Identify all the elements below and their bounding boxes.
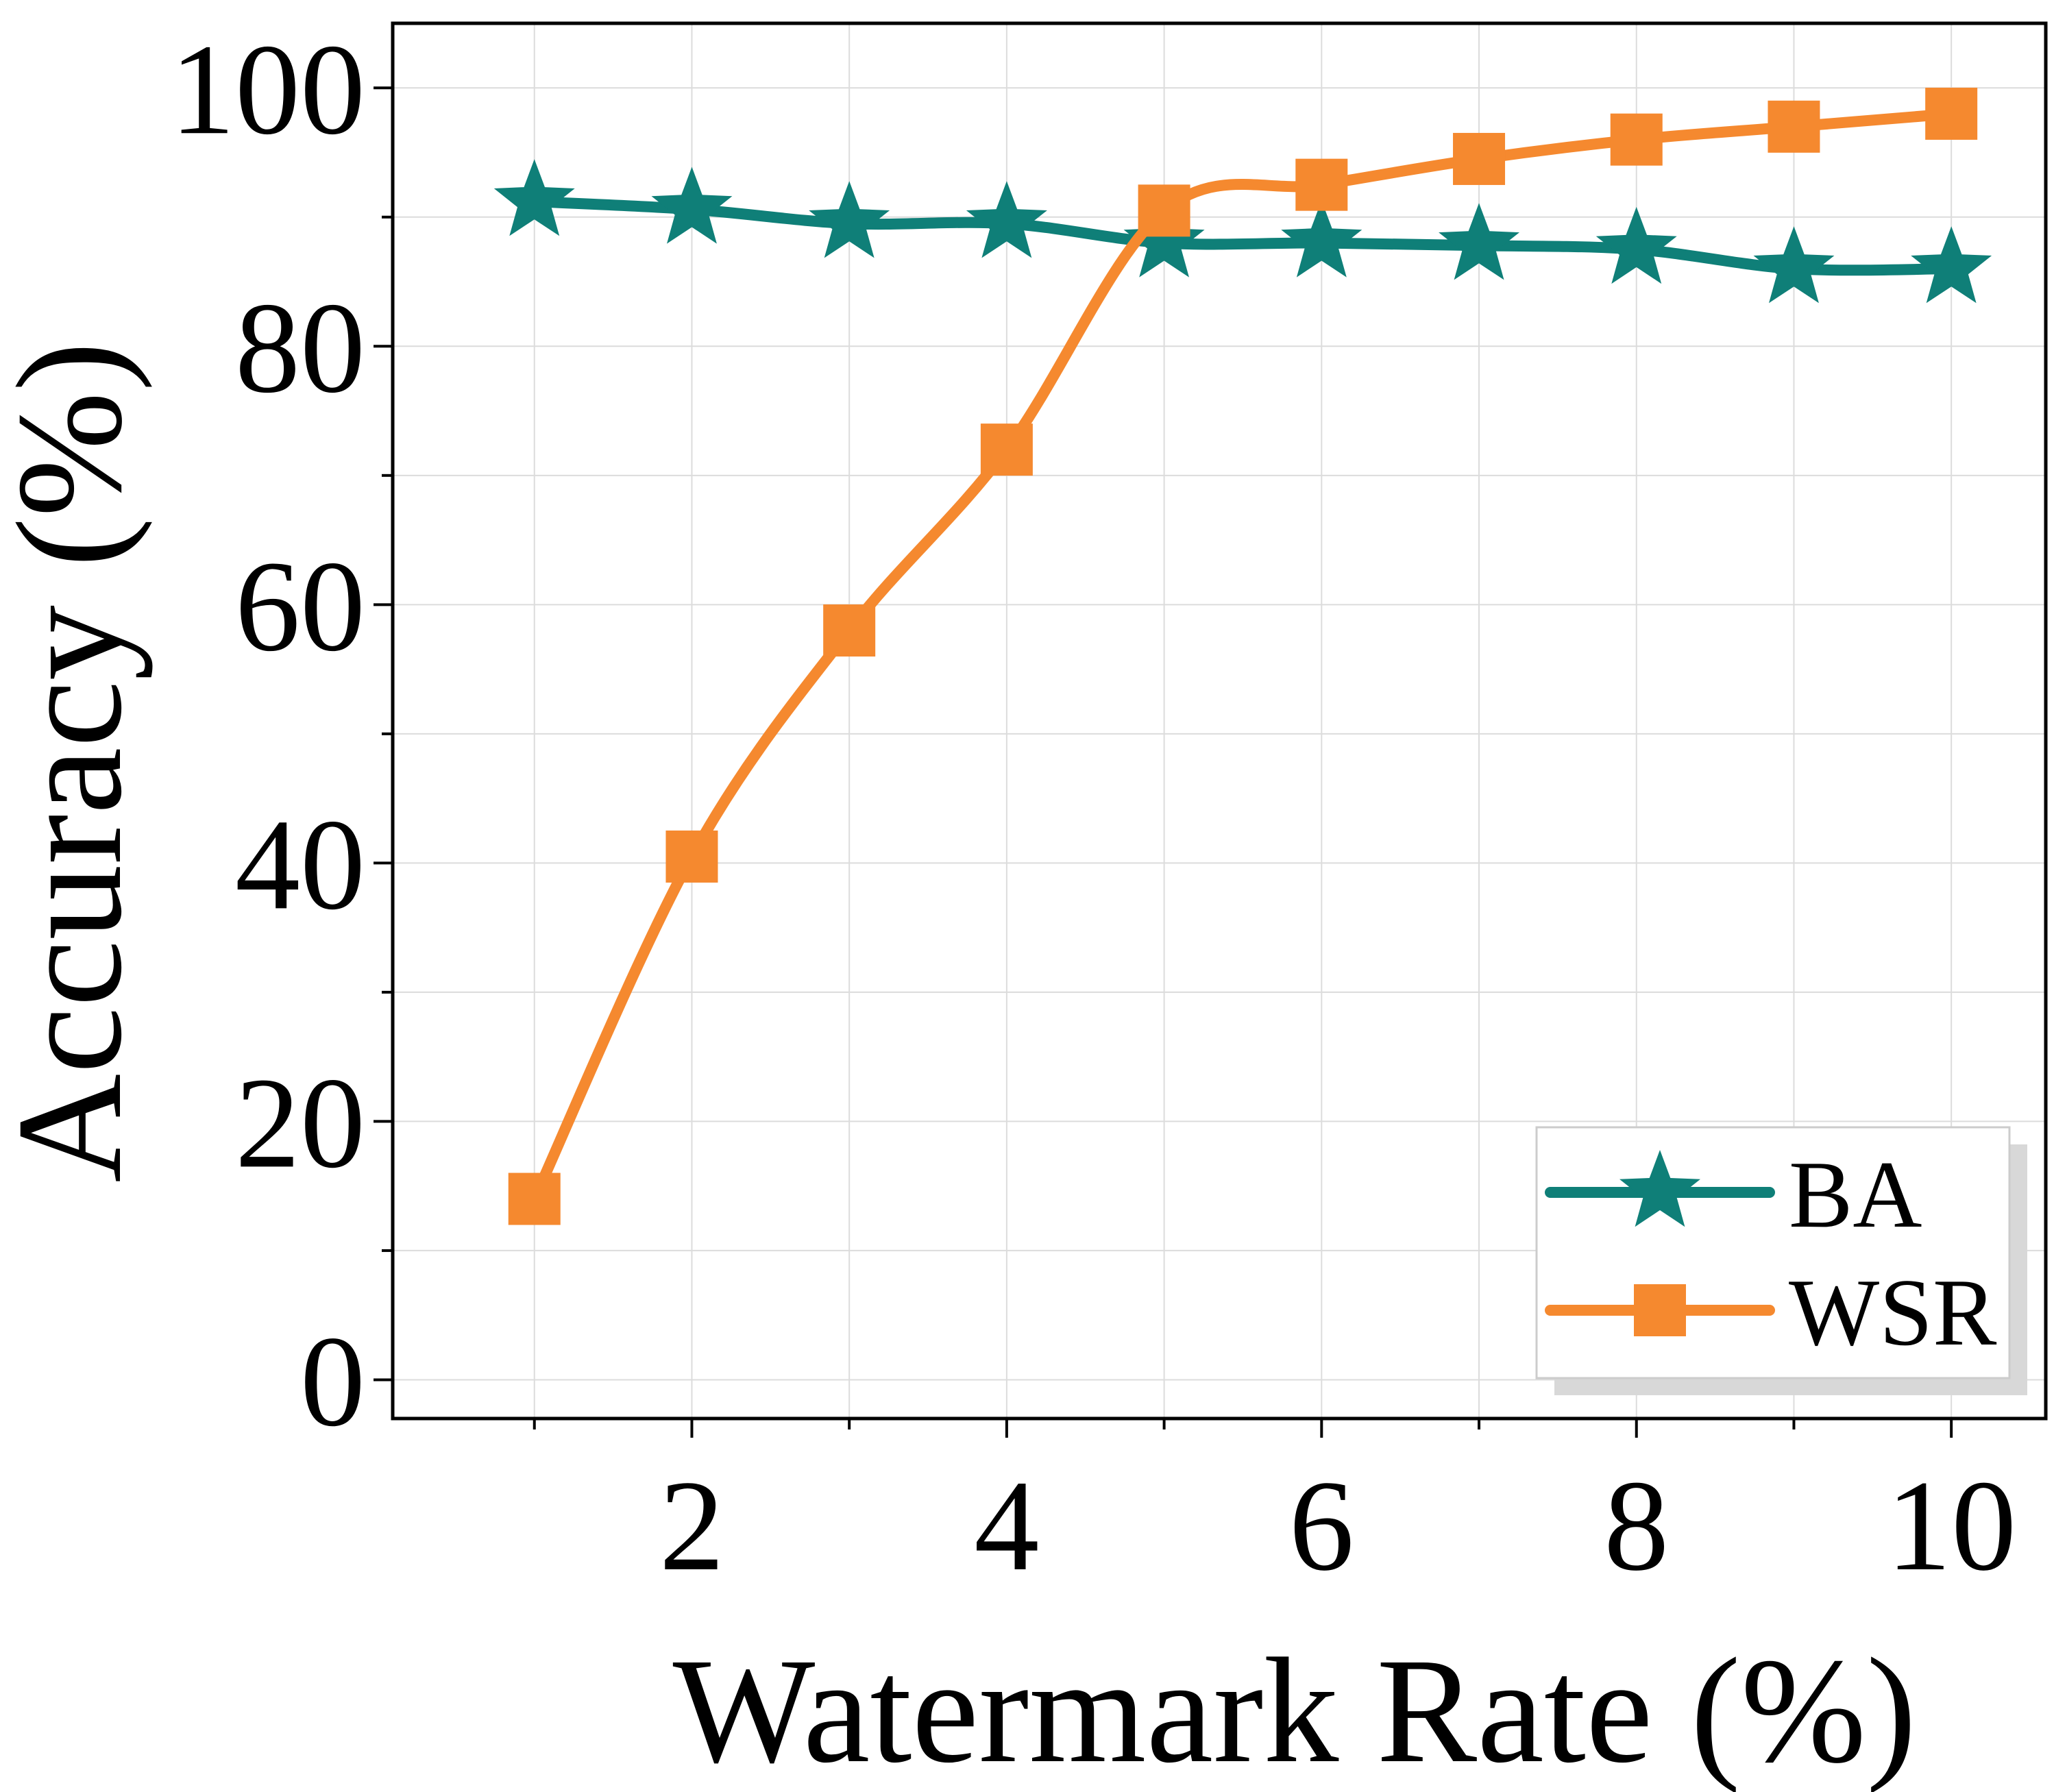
series-layer xyxy=(493,87,1992,1225)
legend-marker-wsr xyxy=(1634,1284,1686,1336)
data-point-wsr xyxy=(1925,87,1978,140)
data-point-ba xyxy=(1595,206,1677,284)
data-point-wsr xyxy=(980,424,1033,476)
plot-area-frame xyxy=(391,21,2048,1421)
legend-entries: BA WSR xyxy=(1545,1142,1997,1366)
data-point-wsr xyxy=(1768,100,1820,153)
data-point-ba xyxy=(1753,226,1835,304)
legend-label-wsr: WSR xyxy=(1789,1260,1997,1366)
data-point-wsr xyxy=(1138,184,1190,237)
data-point-ba xyxy=(809,181,890,258)
data-point-ba xyxy=(966,181,1047,258)
x-axis-title: Watermark Rate (%) xyxy=(673,1627,1917,1792)
data-point-wsr xyxy=(665,830,718,883)
data-point-wsr xyxy=(508,1173,561,1225)
x-tick-label: 8 xyxy=(1604,1454,1669,1598)
data-point-ba xyxy=(1911,226,1992,304)
data-point-ba xyxy=(1123,200,1205,278)
y-axis-title: Accuracy (%) xyxy=(0,341,153,1183)
y-tick-label: 60 xyxy=(235,535,365,678)
data-point-ba xyxy=(1281,200,1362,278)
y-tick-label: 40 xyxy=(235,793,365,937)
legend-label-ba: BA xyxy=(1789,1142,1922,1248)
data-point-ba xyxy=(651,167,733,244)
y-tick-label: 80 xyxy=(235,276,365,420)
x-tick-label: 6 xyxy=(1289,1454,1354,1598)
legend-box xyxy=(1535,1126,2011,1379)
ticks: 0 20 40 60 80 100 2 4 6 8 10 xyxy=(170,18,2016,1598)
y-tick-label: 100 xyxy=(170,18,365,162)
data-point-wsr xyxy=(1610,113,1663,166)
legend: BA WSR xyxy=(1535,1126,2027,1395)
x-tick-label: 2 xyxy=(659,1454,724,1598)
y-tick-label: 0 xyxy=(300,1310,365,1453)
data-point-wsr xyxy=(823,604,876,657)
x-tick-label: 4 xyxy=(974,1454,1039,1598)
series-line-ba xyxy=(528,196,1957,276)
x-tick-label: 10 xyxy=(1886,1454,2016,1598)
data-point-wsr xyxy=(1295,158,1348,211)
y-tick-label: 20 xyxy=(235,1051,365,1195)
legend-marker-ba xyxy=(1619,1150,1700,1227)
data-point-ba xyxy=(1439,203,1519,280)
data-point-ba xyxy=(493,159,575,236)
data-point-wsr xyxy=(1453,132,1506,185)
